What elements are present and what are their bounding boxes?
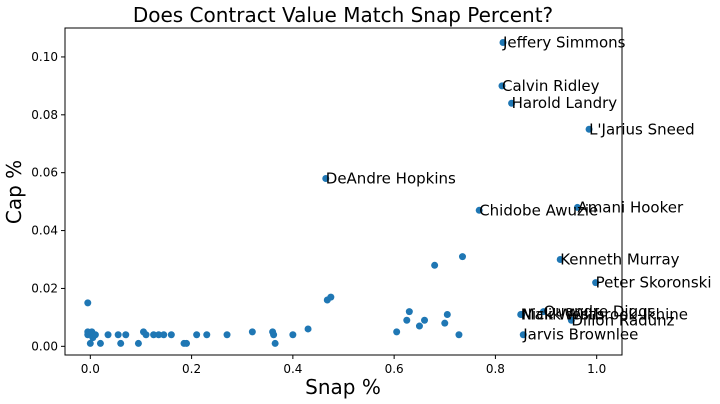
point-label: Quandre Diggs: [544, 303, 656, 321]
point-label: Peter Skoronski: [596, 274, 712, 292]
scatter-point: [142, 331, 150, 339]
point-label: Calvin Ridley: [502, 77, 600, 95]
scatter-point: [585, 125, 593, 133]
x-tick-label: 0.2: [182, 362, 201, 376]
point-label: Kenneth Murray: [560, 251, 679, 269]
x-tick-label: 1.0: [587, 362, 606, 376]
scatter-point: [327, 293, 335, 301]
y-tick-label: 0.06: [31, 166, 58, 180]
scatter-point: [443, 310, 451, 318]
point-label: Nick Westbrook-Ikhine: [521, 305, 688, 323]
scatter-point: [86, 339, 94, 347]
point-label: Chidobe Awuzie: [479, 201, 598, 219]
scatter-point: [441, 319, 449, 327]
point-label: Jarvis Brownlee: [522, 326, 638, 344]
y-tick-label: 0.02: [31, 281, 58, 295]
x-tick-label: 0.8: [486, 362, 505, 376]
scatter-point: [508, 99, 516, 107]
x-tick-label: 0.0: [81, 362, 100, 376]
scatter-point: [499, 38, 507, 46]
y-tick-label: 0.00: [31, 339, 58, 353]
scatter-point: [271, 339, 279, 347]
scatter-point: [122, 331, 130, 339]
scatter-point: [322, 174, 330, 182]
scatter-point: [556, 256, 564, 264]
x-axis-ticks: 0.0 0.2 0.4 0.6 0.8 1.0: [81, 355, 606, 376]
scatter-point: [117, 339, 125, 347]
scatter-point: [592, 279, 600, 287]
scatter-point: [567, 316, 575, 324]
point-label: DeAndre Hopkins: [326, 169, 456, 187]
y-axis-ticks: 0.00 0.02 0.04 0.06 0.08 0.10: [31, 50, 65, 353]
scatter-point: [248, 328, 256, 336]
scatter-point: [518, 310, 526, 318]
scatter-point: [421, 316, 429, 324]
y-tick-label: 0.10: [31, 50, 58, 64]
y-tick-label: 0.04: [31, 224, 58, 238]
scatter-point: [223, 331, 231, 339]
scatter-point: [167, 331, 175, 339]
plot-frame: [64, 27, 623, 356]
scatter-point: [405, 308, 413, 316]
y-axis-title: Cap %: [2, 160, 26, 224]
scatter-point: [540, 308, 548, 316]
point-label: Jeffery Simmons: [502, 33, 626, 51]
chart-title: Does Contract Value Match Snap Percent?: [133, 3, 553, 27]
scatter-point: [150, 331, 158, 339]
scatter-point: [104, 331, 112, 339]
scatter-point: [393, 328, 401, 336]
point-label: Dillon Radunz: [571, 311, 674, 329]
point-label: L'Jarius Sneed: [589, 120, 695, 138]
scatter-point: [183, 339, 191, 347]
y-tick-label: 0.08: [31, 108, 58, 122]
x-axis-title: Snap %: [305, 375, 381, 399]
scatter-point: [304, 325, 312, 333]
scatter-point: [431, 261, 439, 269]
scatter-points: [84, 38, 600, 347]
x-tick-label: 0.4: [283, 362, 302, 376]
scatter-point: [519, 331, 527, 339]
scatter-point: [96, 339, 104, 347]
point-label: Malik Willis: [522, 305, 605, 323]
scatter-point: [134, 339, 142, 347]
scatter-point: [91, 331, 99, 339]
scatter-point: [84, 299, 92, 307]
scatter-point: [498, 82, 506, 90]
scatter-point: [270, 331, 278, 339]
scatter-point: [455, 331, 463, 339]
point-label: Harold Landry: [512, 94, 618, 112]
point-label: Amani Hooker: [577, 198, 684, 216]
scatter-point: [573, 203, 581, 211]
scatter-point: [203, 331, 211, 339]
scatter-point: [289, 331, 297, 339]
scatter-point: [403, 316, 411, 324]
scatter-point: [193, 331, 201, 339]
scatter-point: [415, 322, 423, 330]
x-tick-label: 0.6: [385, 362, 404, 376]
scatter-point: [155, 331, 163, 339]
scatter-point: [475, 206, 483, 214]
scatter-point: [114, 331, 122, 339]
scatter-point: [160, 331, 168, 339]
scatter-point: [458, 253, 466, 261]
